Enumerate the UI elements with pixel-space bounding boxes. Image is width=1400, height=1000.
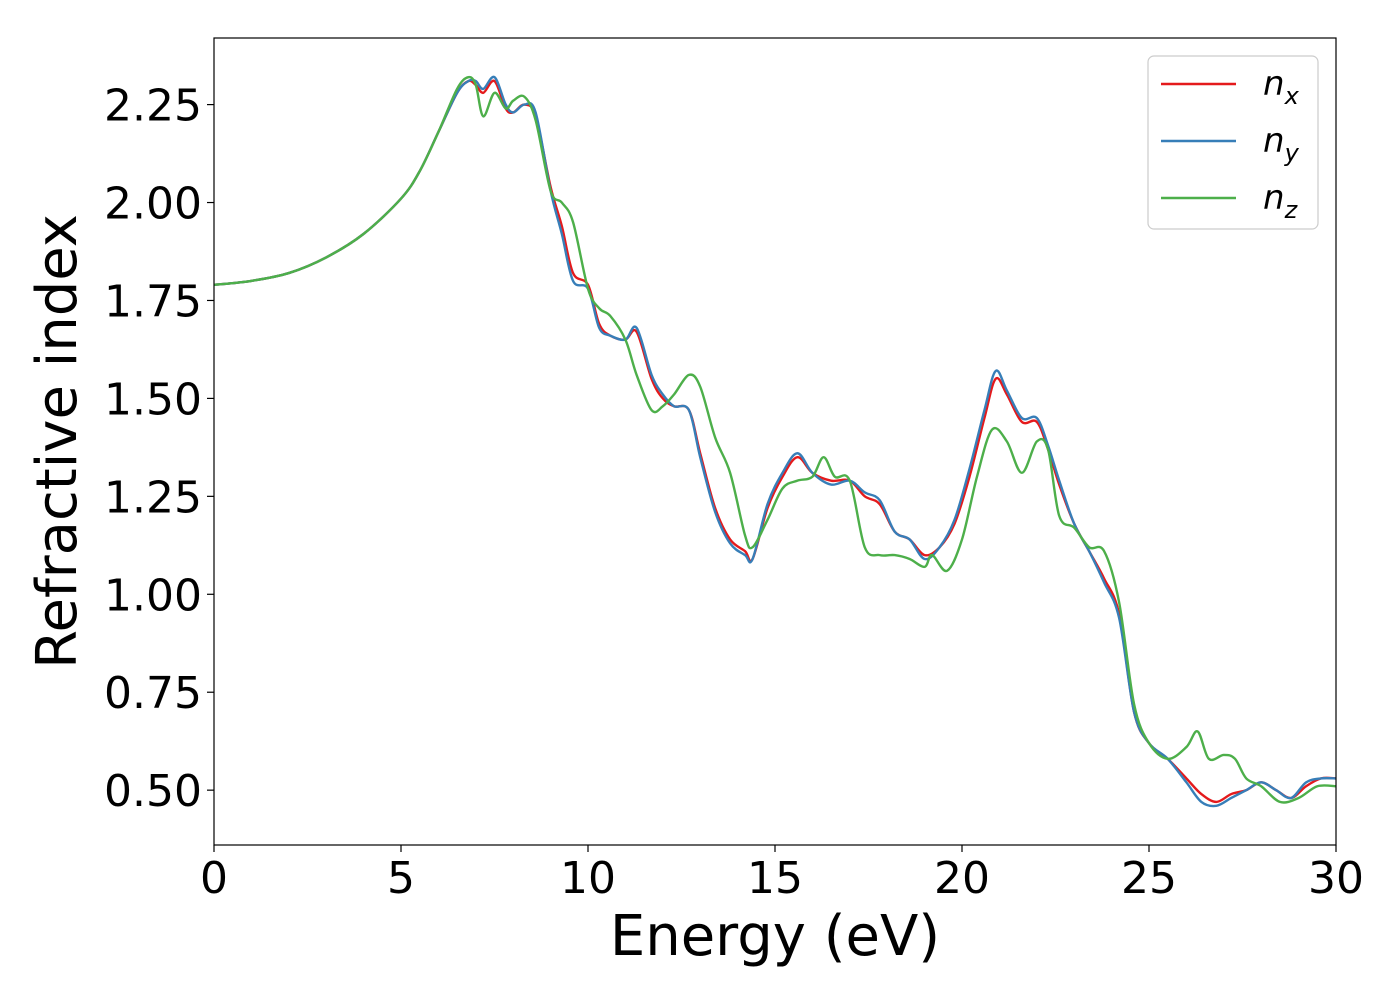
y-tick-label: 1.50 (104, 374, 202, 425)
legend-label-subscript: z (1284, 196, 1299, 224)
x-tick-label: 10 (560, 853, 616, 904)
y-tick-label: 1.75 (104, 276, 202, 327)
x-axis-ticks: 0 5 10 15 20 25 30 (200, 845, 1364, 904)
x-tick-label: 20 (934, 853, 990, 904)
legend-label-subscript: y (1284, 139, 1300, 167)
series-layer (213, 75, 1337, 808)
x-axis-title: Energy (eV) (610, 904, 940, 969)
legend-label-subscript: x (1284, 82, 1300, 110)
x-tick-label: 5 (387, 853, 415, 904)
x-tick-label: 15 (747, 853, 803, 904)
y-tick-label: 2.00 (104, 179, 202, 230)
y-axis-ticks: 0.50 0.75 1.00 1.25 1.50 1.75 2.00 2.25 (104, 81, 214, 817)
y-tick-label: 0.50 (104, 766, 202, 817)
series-line-z (213, 75, 1337, 804)
y-tick-label: 2.25 (104, 81, 202, 132)
legend-box (1147, 55, 1319, 230)
x-tick-label: 30 (1308, 853, 1364, 904)
y-tick-label: 0.75 (104, 668, 202, 719)
y-tick-label: 1.25 (104, 472, 202, 523)
y-axis-title: Refractive index (25, 214, 90, 669)
x-tick-label: 0 (200, 853, 228, 904)
y-tick-label: 1.00 (104, 570, 202, 621)
x-tick-label: 25 (1121, 853, 1177, 904)
